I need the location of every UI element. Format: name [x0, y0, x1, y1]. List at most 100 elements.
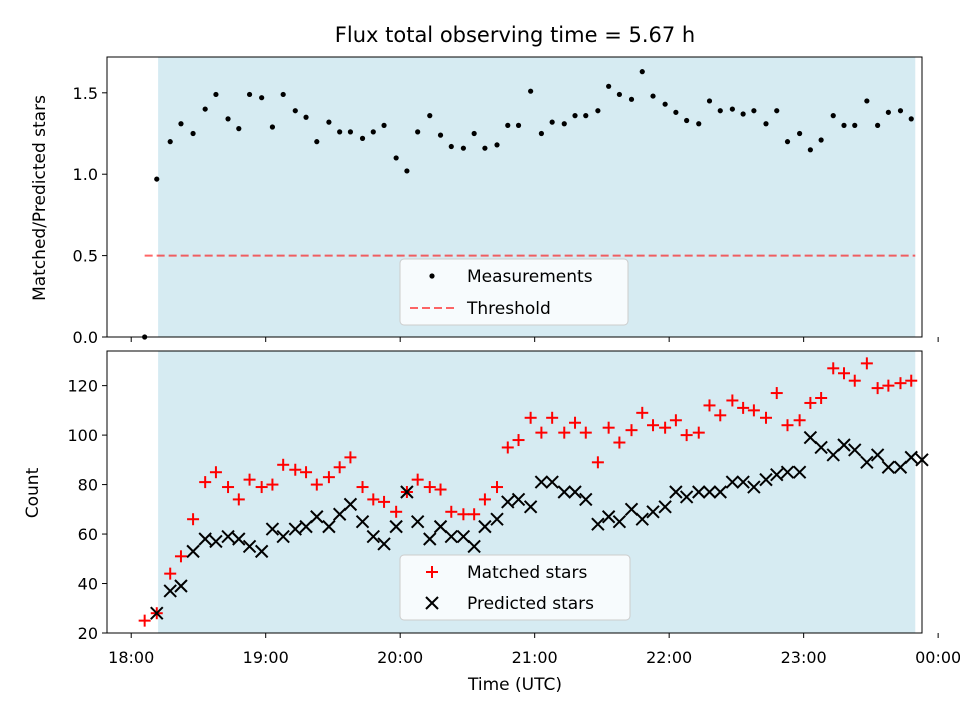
measurement-point	[549, 119, 555, 125]
predicted-star-point	[579, 492, 593, 507]
predicted-star-point	[276, 529, 290, 544]
y-tick-label: 40	[78, 575, 98, 594]
matched-star-point	[692, 426, 705, 439]
matched-star-point	[625, 424, 638, 437]
measurement-point	[650, 93, 656, 99]
matched-star-point	[793, 414, 806, 427]
predicted-star-point	[332, 507, 347, 521]
predicted-star-point	[288, 522, 302, 536]
count-panel-frame	[106, 350, 923, 634]
measurement-point	[763, 121, 769, 127]
matched-star-point	[669, 414, 682, 427]
predicted-star-point	[646, 505, 660, 519]
predicted-star-point	[490, 512, 504, 526]
matched-star-point	[310, 478, 323, 491]
threshold-legend-label: Threshold	[466, 299, 551, 319]
matched-star-point	[613, 436, 626, 449]
predicted-star-point	[322, 519, 336, 534]
measurement-point	[190, 130, 196, 137]
matched-star-point	[546, 411, 559, 424]
y-tick-label: 1.0	[73, 165, 98, 184]
matched-star-point	[457, 508, 470, 521]
ratio-legend-box	[399, 258, 629, 326]
y-tick-label: 60	[78, 525, 98, 544]
x-tick-label: 20:00	[377, 648, 423, 667]
matched-star-point	[199, 476, 212, 489]
ratio-panel-frame	[106, 56, 923, 338]
predicted-star-point	[232, 532, 246, 546]
measurement-point	[628, 96, 635, 102]
matched-star-point	[680, 429, 693, 442]
matched-star-point	[367, 493, 380, 506]
measurement-point	[841, 122, 847, 128]
matched-star-point	[747, 404, 760, 417]
predicted-star-point	[635, 512, 649, 526]
measurement-point	[774, 108, 780, 114]
measurement-point	[482, 145, 488, 151]
predicted-star-point	[692, 485, 706, 499]
matched-star-point	[468, 508, 481, 521]
measurement-point	[393, 155, 399, 161]
measurement-point	[178, 121, 184, 127]
predicted-legend-label: Predicted stars	[467, 594, 594, 614]
predicted-star-point	[400, 485, 414, 499]
matched-star-point	[905, 374, 918, 387]
measurement-legend-marker	[429, 273, 435, 279]
measurement-point	[784, 139, 791, 145]
predicted-star-point	[759, 472, 773, 487]
predicted-star-point	[163, 584, 177, 598]
y-tick-label: 100	[67, 426, 98, 445]
measurement-point	[662, 101, 668, 107]
matched-star-point	[860, 357, 873, 370]
measurement-point	[404, 168, 410, 174]
measurement-point	[269, 124, 276, 130]
measurement-point	[717, 108, 723, 114]
predicted-star-point	[265, 522, 280, 536]
predicted-star-point	[209, 534, 223, 549]
x-tick-label: 19:00	[243, 648, 289, 667]
matched-star-point	[491, 481, 504, 494]
measurement-point	[303, 114, 309, 120]
matched-star-point	[759, 411, 772, 424]
y-tick-label: 0.0	[73, 328, 98, 347]
predicted-star-point	[254, 544, 269, 559]
matched-legend-label: Matched stars	[467, 563, 587, 583]
predicted-star-point	[780, 465, 795, 479]
measurement-point	[154, 176, 160, 182]
measurement-point	[807, 147, 813, 153]
predicted-star-point	[150, 606, 164, 620]
matched-star-point	[837, 367, 850, 380]
predicted-star-point	[221, 529, 235, 544]
predicted-star-point	[444, 529, 458, 544]
matched-star-point	[726, 394, 739, 407]
matched-star-point	[558, 426, 571, 439]
matched-star-point	[222, 481, 235, 494]
predicted-star-point	[377, 537, 391, 551]
matched-star-point	[266, 478, 279, 491]
matched-star-point	[882, 379, 895, 392]
count-legend: Matched stars Predicted stars	[399, 554, 631, 621]
predicted-star-point	[467, 539, 481, 554]
matched-star-point	[512, 434, 525, 447]
matched-star-point	[333, 461, 346, 474]
predicted-star-point	[433, 519, 448, 534]
predicted-star-point	[568, 485, 582, 499]
measurement-point	[583, 113, 589, 119]
predicted-star-point	[848, 443, 862, 457]
matched-star-point	[164, 567, 177, 580]
measurement-point	[830, 113, 836, 119]
matched-star-point	[569, 416, 582, 429]
measurement-point	[259, 95, 265, 101]
count-legend-box	[399, 554, 631, 621]
predicted-star-point	[679, 490, 694, 504]
measurement-point	[875, 122, 881, 128]
predicted-star-point	[423, 532, 437, 546]
matched-star-point	[289, 463, 302, 476]
matched-star-point	[390, 505, 403, 518]
measurement-point	[347, 129, 354, 135]
predicted-star-point	[501, 495, 515, 509]
matched-star-point	[322, 471, 335, 484]
y-tick-label: 80	[78, 476, 98, 495]
predicted-star-point	[814, 440, 828, 455]
predicted-star-point	[534, 475, 549, 489]
